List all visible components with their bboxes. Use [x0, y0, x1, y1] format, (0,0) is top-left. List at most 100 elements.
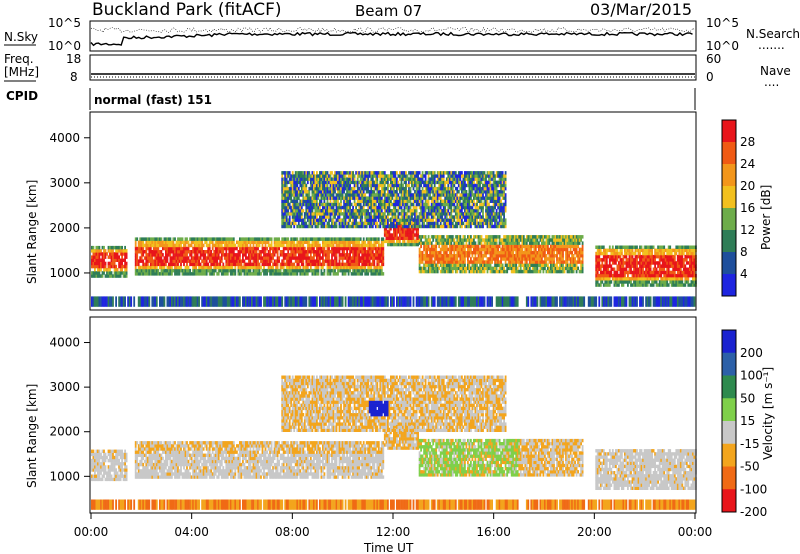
power-cell [165, 246, 167, 251]
power-cell [201, 259, 203, 263]
power-cell [453, 250, 456, 255]
power-cell [222, 250, 225, 254]
power-cell [319, 253, 321, 257]
power-cell [125, 264, 128, 269]
power-cell [323, 246, 326, 251]
power-cell [291, 171, 294, 175]
power-cell [340, 171, 342, 175]
power-cell [229, 296, 232, 307]
power-cell [107, 268, 110, 272]
power-cell [311, 209, 314, 213]
power-cell [145, 243, 148, 248]
power-cell [217, 240, 220, 244]
power-cell [101, 264, 104, 269]
power-cell [184, 256, 187, 260]
power-cell [98, 271, 101, 275]
power-cell [368, 212, 371, 216]
power-cell [355, 209, 357, 213]
power-cell [155, 272, 158, 276]
power-cell [444, 263, 447, 267]
power-cell [232, 272, 235, 276]
power-cell [195, 256, 197, 260]
power-cell [355, 205, 357, 210]
power-cell [175, 250, 178, 254]
power-cell [423, 221, 425, 226]
power-cell [358, 253, 361, 257]
power-cell [435, 247, 438, 252]
power-cell [195, 243, 197, 248]
power-cell [355, 253, 357, 257]
power-cell [171, 272, 173, 276]
power-cell [325, 259, 327, 263]
power-cell [181, 237, 184, 241]
power-cell [219, 237, 222, 241]
power-cell [284, 256, 287, 260]
power-cell [459, 263, 462, 267]
power-cell [439, 221, 442, 226]
power-cell [474, 257, 477, 261]
power-cell [181, 253, 184, 257]
power-cell [243, 246, 246, 251]
power-cell [260, 256, 262, 260]
power-cell [302, 259, 305, 263]
power-cell [305, 183, 308, 188]
power-cell [149, 272, 152, 276]
power-cell [190, 243, 193, 248]
power-cell [190, 253, 193, 257]
power-cell [98, 255, 101, 259]
power-cell [199, 246, 202, 251]
power-cell [115, 258, 117, 262]
power-cell [442, 235, 445, 239]
power-cell [282, 268, 285, 273]
power-cell [275, 246, 277, 251]
power-cell [143, 243, 146, 248]
power-cell [163, 259, 166, 263]
power-cell [290, 259, 293, 263]
power-cell [406, 202, 409, 207]
power-cell [261, 259, 264, 263]
power-cell [267, 296, 270, 307]
power-cell [456, 257, 459, 261]
power-cell [370, 186, 373, 191]
power-cell [222, 246, 225, 251]
power-cell [116, 255, 119, 259]
power-cell [282, 250, 285, 254]
power-cell [306, 272, 309, 276]
power-cell [184, 296, 187, 307]
power-cell [145, 253, 148, 257]
power-cell [340, 209, 342, 213]
power-cell [414, 224, 416, 229]
power-cell [296, 199, 299, 203]
power-cell [142, 296, 145, 307]
power-cell [282, 262, 285, 267]
power-cell [287, 196, 290, 200]
power-cell [474, 205, 477, 210]
power-cell [294, 296, 297, 307]
power-cell [340, 221, 342, 226]
power-cell [471, 190, 474, 194]
power-cell [211, 256, 214, 260]
power-cell [246, 296, 249, 307]
power-cell [232, 243, 235, 248]
power-cell [261, 246, 264, 251]
power-cell [414, 171, 416, 175]
power-cell [453, 183, 456, 188]
power-cell [128, 296, 131, 307]
power-cell [237, 265, 240, 270]
power-cell [208, 256, 211, 260]
power-cell [352, 205, 354, 210]
power-cell [109, 296, 111, 307]
power-cell [242, 256, 244, 260]
power-cell [94, 296, 96, 307]
power-cell [134, 265, 137, 270]
power-cell [100, 249, 102, 253]
power-cell [252, 240, 255, 244]
power-cell [332, 205, 335, 210]
power-cell [355, 202, 357, 207]
power-cell [186, 268, 188, 273]
power-cell [294, 183, 297, 188]
power-cell [282, 256, 285, 260]
power-cell [136, 253, 139, 257]
power-cell [187, 240, 190, 244]
power-cell [177, 250, 179, 254]
